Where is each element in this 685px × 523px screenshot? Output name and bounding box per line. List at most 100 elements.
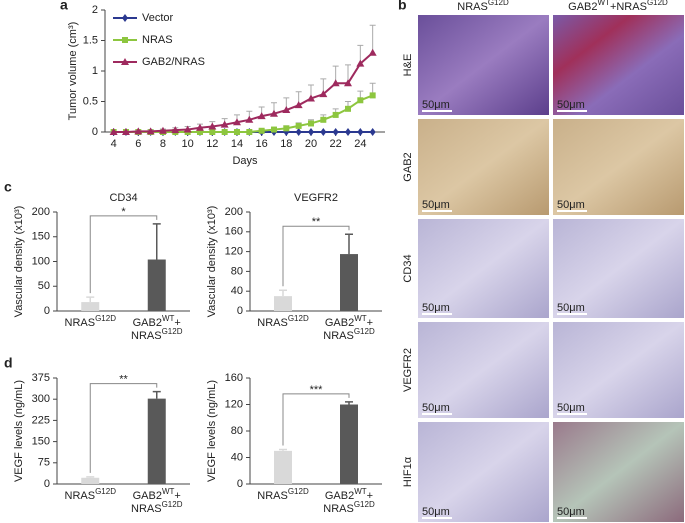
marker	[332, 128, 339, 136]
x-tick-label: NRASG12D	[65, 487, 117, 502]
scale-bar-label: 50μm	[422, 199, 450, 211]
marker	[195, 123, 204, 131]
row-label: HIF1α	[402, 456, 414, 487]
superscript: WT	[354, 487, 367, 496]
micrograph	[553, 219, 684, 318]
scale-bar-label: 50μm	[422, 506, 450, 518]
x-tick-label: 20	[305, 138, 317, 150]
y-tick-label: 375	[32, 372, 50, 384]
micrograph	[418, 422, 549, 522]
x-tick-label: 10	[182, 138, 194, 150]
y-tick-label: 120	[225, 398, 243, 410]
label-part: NRAS	[65, 317, 96, 329]
marker	[295, 128, 302, 136]
marker	[332, 111, 339, 118]
series-line	[113, 51, 374, 133]
row-label: GAB2	[402, 152, 414, 181]
marker	[307, 120, 314, 127]
y-axis-label: Vascular density (x10³)	[13, 206, 25, 318]
x-tick-label: NRASG12D	[65, 314, 117, 329]
marker	[320, 116, 327, 123]
y-tick-label: 0	[44, 478, 50, 490]
marker	[282, 106, 291, 114]
y-tick-label: 150	[32, 436, 50, 448]
scale-bar-label: 50μm	[422, 302, 450, 314]
x-tick-label: 6	[135, 138, 141, 150]
column-header: NRASG12D	[457, 0, 509, 13]
legend-label: Vector	[142, 12, 174, 24]
error-bar	[345, 233, 353, 255]
label-part: +NRAS	[610, 1, 647, 13]
bar	[274, 296, 292, 311]
x-tick-label: GAB2WT+ NRASG12D	[323, 487, 375, 515]
bar	[340, 404, 358, 484]
x-tick-label: 16	[256, 138, 268, 150]
marker	[343, 79, 352, 87]
y-tick-label: 0	[237, 478, 243, 490]
superscript: WT	[162, 487, 175, 496]
error-bar	[279, 289, 287, 297]
chart-title: VEGFR2	[294, 192, 338, 204]
marker	[307, 128, 314, 136]
y-tick-label: 0	[237, 305, 243, 317]
superscript: G12D	[162, 327, 183, 336]
marker	[357, 128, 364, 136]
label-part: NRAS	[457, 1, 488, 13]
y-tick-label: 120	[225, 246, 243, 258]
marker	[232, 118, 241, 126]
superscript: WT	[354, 314, 367, 323]
superscript: G12D	[95, 314, 116, 323]
error-bar	[345, 401, 353, 405]
legend-marker	[122, 37, 128, 43]
panel-label: c	[4, 179, 12, 195]
label-part: +	[367, 490, 373, 502]
bar	[81, 302, 100, 311]
superscript: G12D	[354, 500, 375, 509]
x-tick-label: 14	[231, 138, 243, 150]
image-panel	[418, 15, 684, 522]
y-tick-label: 40	[231, 285, 243, 297]
scale-bar-label: 50μm	[557, 506, 585, 518]
y-tick-label: 300	[32, 393, 50, 405]
micrograph	[553, 422, 684, 522]
y-tick-label: 2	[92, 4, 98, 16]
error-bar	[86, 296, 95, 303]
significance-label: *	[121, 206, 126, 218]
label-part: GAB2	[568, 1, 597, 13]
y-axis-label: Vascular density (x10³)	[206, 206, 218, 318]
y-tick-label: 150	[32, 231, 50, 243]
significance-bracket	[282, 225, 350, 287]
superscript: G12D	[354, 327, 375, 336]
superscript: G12D	[95, 487, 116, 496]
marker	[270, 126, 277, 133]
x-tick-label: GAB2WT+ NRASG12D	[131, 314, 183, 342]
superscript: G12D	[647, 0, 668, 7]
marker	[283, 125, 290, 132]
label-part: NRAS	[323, 330, 354, 342]
marker	[306, 94, 315, 102]
marker	[183, 125, 192, 133]
error-bar	[86, 476, 95, 478]
marker	[331, 79, 340, 87]
y-tick-label: 1.5	[83, 34, 98, 46]
marker	[369, 128, 376, 136]
marker	[369, 92, 376, 99]
chart-title: CD34	[109, 192, 137, 204]
bar	[340, 254, 358, 311]
marker	[233, 129, 240, 135]
legend-label: GAB2/NRAS	[142, 56, 205, 68]
label-part: GAB2	[133, 317, 162, 329]
panel-label: a	[60, 0, 68, 13]
marker	[356, 59, 365, 67]
micrograph	[418, 219, 549, 318]
y-tick-label: 0	[92, 126, 98, 138]
legend-marker	[121, 58, 129, 65]
significance-bracket	[89, 383, 158, 473]
row-label: H&E	[402, 54, 414, 77]
marker	[171, 126, 180, 134]
y-tick-label: 225	[32, 414, 50, 426]
marker	[357, 97, 364, 104]
scale-bar-label: 50μm	[557, 99, 585, 111]
micrograph	[553, 119, 684, 215]
y-tick-label: 200	[32, 206, 50, 218]
